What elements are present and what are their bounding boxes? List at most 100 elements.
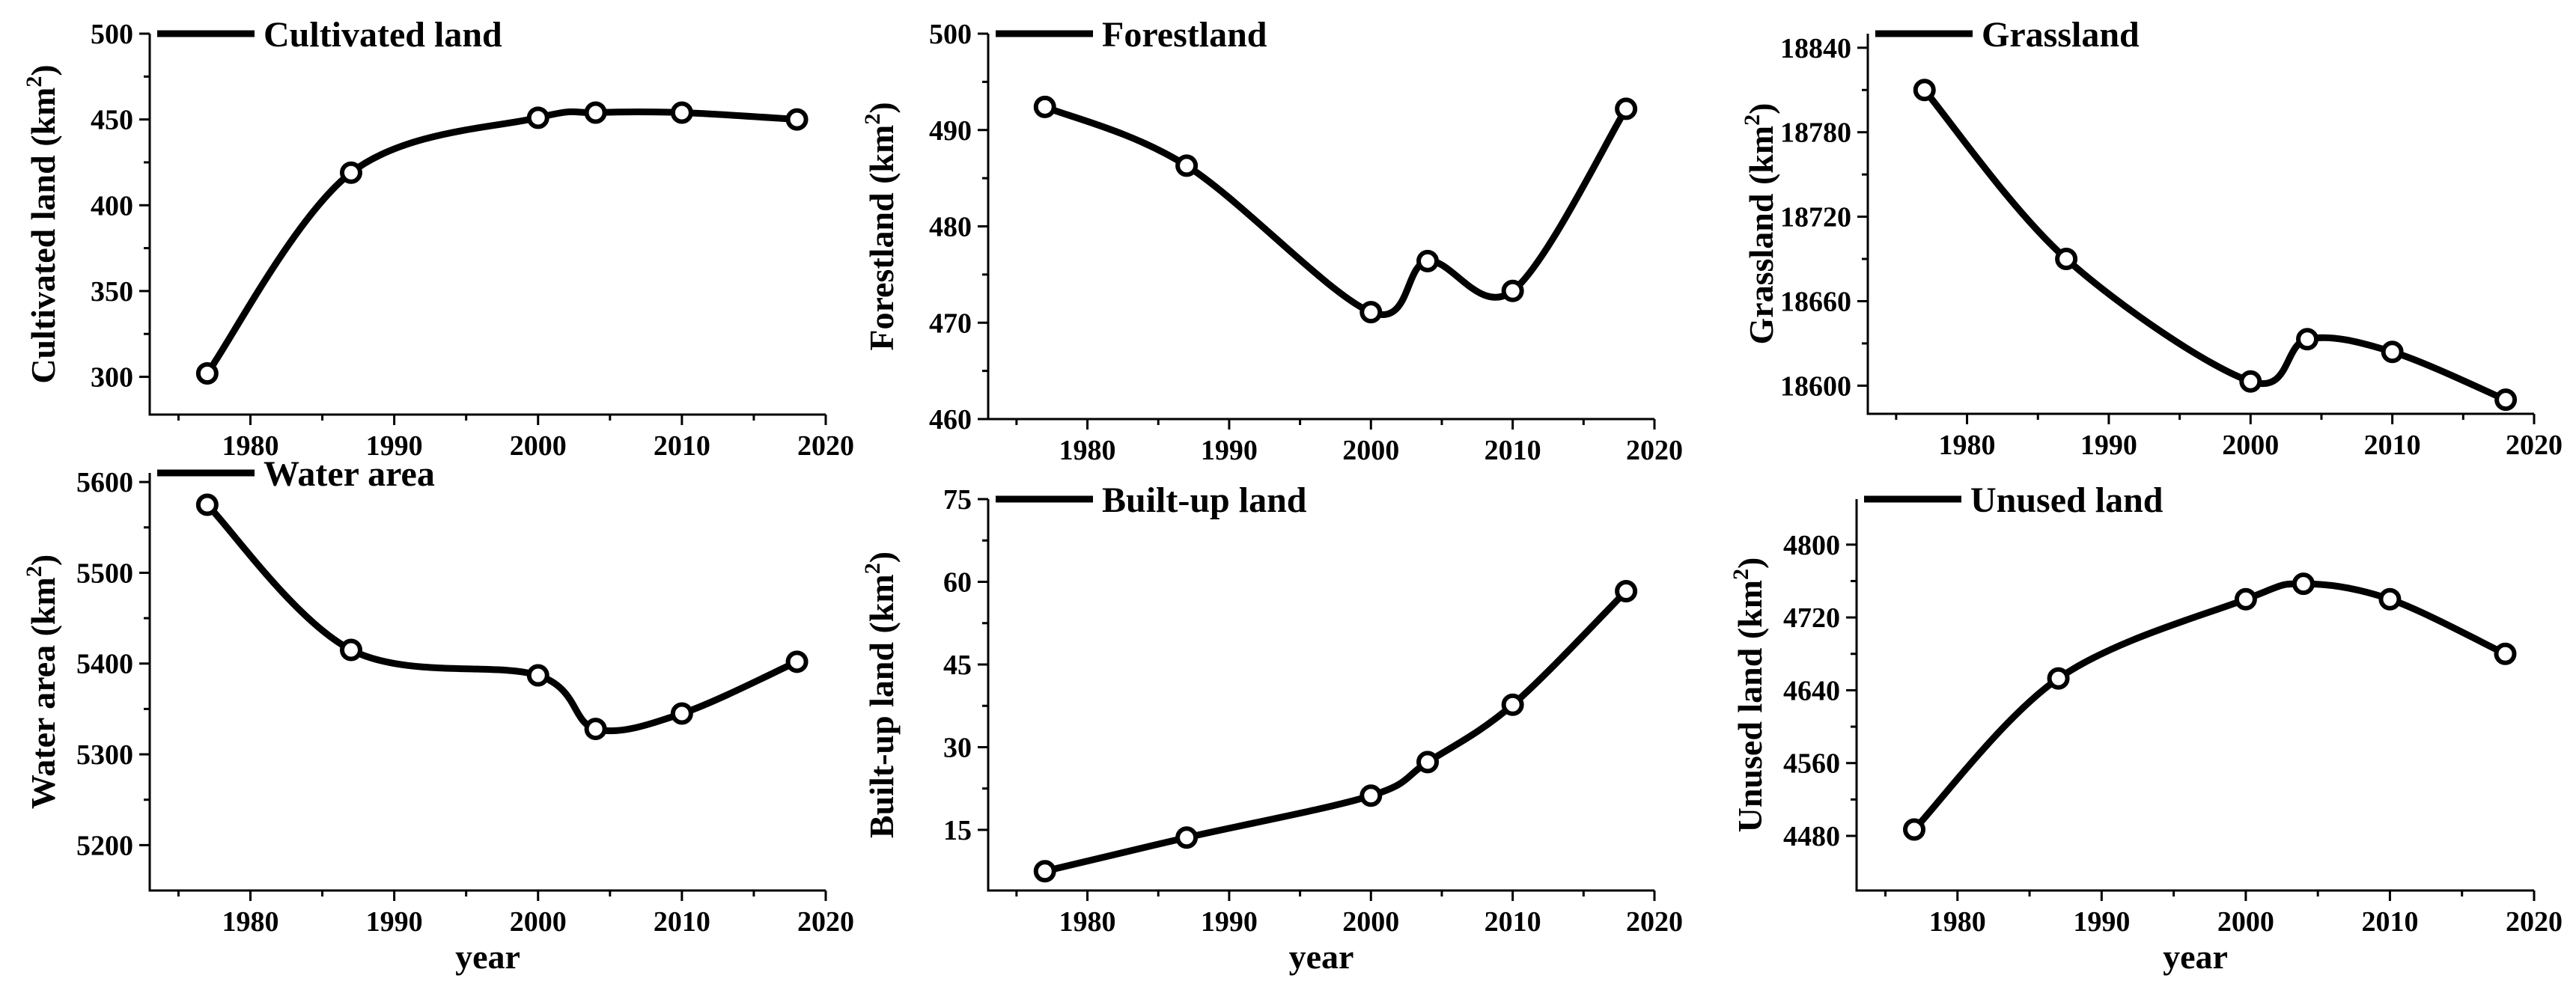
grassland-x-tick-label: 1980 — [1939, 430, 1996, 461]
grassland-legend-label: Grassland — [1982, 15, 2140, 55]
grassland-series-line — [1921, 86, 2509, 403]
water-area-x-tick-label: 1980 — [222, 906, 278, 938]
forestland-legend-label: Forestland — [1102, 15, 1267, 55]
forestland-axes — [987, 34, 1654, 421]
built-up-land-y-tick-label: 75 — [943, 484, 972, 516]
water-area-y-axis-title-text: Water area (km — [24, 577, 62, 809]
water-area-legend-label: Water area — [264, 454, 435, 494]
forestland-x-tick-label: 2000 — [1342, 435, 1399, 466]
built-up-land-legend-label: Built-up land — [1102, 480, 1307, 520]
cultivated-land-axes — [148, 34, 826, 416]
unused-land-x-tick-label: 1980 — [1929, 906, 1986, 938]
unused-land-data-point — [2494, 642, 2517, 665]
water-area-x-tick-label: 2010 — [654, 906, 710, 938]
built-up-land-data-point — [1359, 784, 1383, 807]
forestland-x-tick-label: 1990 — [1201, 435, 1258, 466]
grassland-x-tick-label: 1990 — [2080, 430, 2137, 461]
grassland-data-point — [2239, 370, 2262, 393]
water-area-y-axis-title-superscript: 2 — [22, 566, 46, 577]
built-up-land-x-tick-label: 2010 — [1485, 906, 1541, 938]
built-up-land-y-axis-title-text: Built-up land (km — [862, 574, 901, 838]
grassland-y-axis-title: Grassland (km2) — [1740, 103, 1780, 345]
built-up-land-x-tick-label: 2000 — [1342, 906, 1399, 938]
unused-land-data-point — [2292, 572, 2315, 596]
built-up-land-data-point — [1615, 580, 1638, 603]
water-area-y-tick-label: 5500 — [76, 557, 133, 589]
unused-land-data-point — [2234, 587, 2257, 611]
unused-land-x-axis-title: year — [2163, 938, 2228, 976]
built-up-land-series-line — [1041, 587, 1630, 875]
forestland-data-point — [1501, 279, 1524, 302]
grassland-x-tick-label: 2010 — [2364, 430, 2421, 461]
unused-land-series-line — [1910, 580, 2509, 833]
forestland-y-tick-label: 490 — [929, 115, 972, 147]
forestland-panel: 1980 1990 2000 2010 2020 460 470 480 490 500 Fores… — [860, 15, 1683, 466]
built-up-land-axes — [987, 499, 1654, 892]
cultivated-land-y-axis-title-text: Cultivated land (km — [24, 88, 62, 384]
water-area-data-point — [339, 638, 362, 662]
forestland-data-point — [1033, 95, 1056, 118]
water-area-x-tick-label: 1990 — [366, 906, 423, 938]
water-area-series-line — [204, 501, 801, 735]
water-area-x-tick-label: 2000 — [510, 906, 567, 938]
unused-land-y-axis-title-text: Unused land (km — [1731, 580, 1769, 832]
grassland-axes — [1866, 34, 2534, 415]
water-area-y-tick-label: 5600 — [76, 467, 133, 498]
forestland-y-axis-title-close: ) — [862, 102, 901, 113]
unused-land-x-tick-label: 2000 — [2217, 906, 2274, 938]
unused-land-x-tick-label: 2020 — [2506, 906, 2563, 938]
cultivated-land-y-axis-title-close: ) — [24, 64, 62, 76]
unused-land-axes — [1855, 499, 2534, 892]
cultivated-land-legend-label: Cultivated land — [264, 15, 502, 55]
grassland-data-point — [1913, 79, 1936, 102]
built-up-land-y-tick-label: 60 — [943, 566, 972, 598]
built-up-land-x-tick-label: 2020 — [1626, 906, 1683, 938]
cultivated-land-x-tick-label: 1990 — [366, 430, 423, 462]
cultivated-land-x-tick-label: 2000 — [510, 430, 567, 462]
cultivated-land-y-tick-label: 400 — [91, 190, 133, 222]
grassland-x-tick-label: 2000 — [2222, 430, 2279, 461]
water-area-data-point — [785, 650, 809, 673]
cultivated-land-x-tick-label: 2020 — [797, 430, 854, 462]
cultivated-land-x-tick-label: 1980 — [222, 430, 278, 462]
grassland-data-point — [2381, 340, 2404, 364]
grassland-data-point — [2494, 388, 2518, 412]
forestland-y-axis-title-superscript: 2 — [860, 114, 885, 125]
built-up-land-y-axis-title: Built-up land (km2) — [860, 552, 901, 838]
cultivated-land-data-point — [195, 361, 219, 385]
water-area-panel: 1980 1990 2000 2010 2020 5200 5300 5400 5500 5600… — [22, 454, 854, 976]
water-area-data-point — [526, 664, 549, 687]
unused-land-y-tick-label: 4640 — [1783, 675, 1840, 706]
water-area-data-point — [584, 718, 607, 741]
forestland-x-tick-label: 1980 — [1059, 435, 1116, 466]
built-up-land-x-tick-label: 1990 — [1201, 906, 1258, 938]
built-up-land-panel: 1980 1990 2000 2010 2020 15 30 45 60 75 Built-up l… — [860, 480, 1683, 976]
unused-land-x-tick-label: 2010 — [2361, 906, 2418, 938]
forestland-series-line — [1041, 103, 1630, 318]
water-area-axes — [148, 473, 826, 892]
grassland-data-point — [2055, 248, 2078, 271]
cultivated-land-data-point — [785, 108, 809, 131]
cultivated-land-data-point — [670, 101, 693, 124]
built-up-land-y-axis-title-close: ) — [862, 552, 901, 563]
cultivated-land-y-tick-label: 450 — [91, 105, 133, 136]
cultivated-land-y-tick-label: 300 — [91, 362, 133, 394]
built-up-land-y-tick-label: 15 — [943, 815, 972, 846]
cultivated-land-data-point — [339, 161, 362, 184]
forestland-y-tick-label: 460 — [929, 404, 972, 436]
built-up-land-data-point — [1175, 826, 1199, 849]
water-area-y-tick-label: 5200 — [76, 830, 133, 861]
unused-land-data-point — [2047, 667, 2070, 690]
unused-land-legend-label: Unused land — [1970, 480, 2164, 520]
grassland-x-tick-label: 2020 — [2506, 430, 2563, 461]
water-area-y-tick-label: 5400 — [76, 649, 133, 680]
water-area-y-tick-label: 5300 — [76, 739, 133, 771]
forestland-data-point — [1175, 154, 1199, 177]
cultivated-land-series-line — [204, 108, 801, 377]
grassland-y-axis-title-superscript: 2 — [1740, 114, 1764, 126]
forestland-y-tick-label: 480 — [929, 212, 972, 243]
water-area-x-tick-label: 2020 — [797, 906, 854, 938]
cultivated-land-y-axis-title: Cultivated land (km2) — [22, 64, 62, 384]
unused-land-y-axis-title-superscript: 2 — [1729, 569, 1753, 580]
